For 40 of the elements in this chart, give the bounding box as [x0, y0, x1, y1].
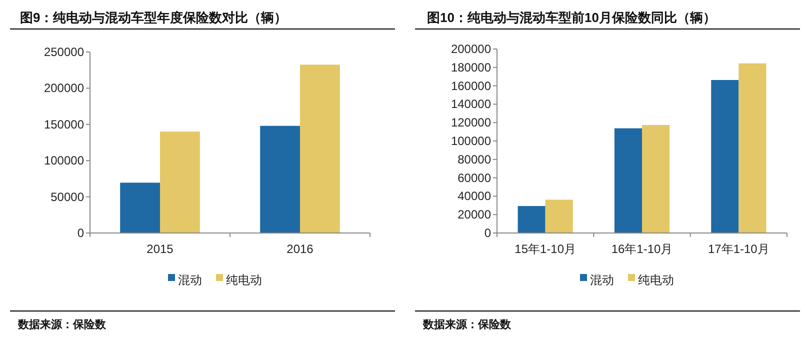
y-tick-label: 50000 [50, 190, 84, 204]
y-tick-label: 250000 [44, 45, 84, 59]
chart-title: 图10：纯电动与混动车型前10月保险数同比（辆） [427, 10, 716, 25]
bar [711, 80, 739, 233]
bar [738, 63, 766, 233]
bar [642, 124, 670, 233]
bar [160, 132, 200, 233]
legend-label: 混动 [590, 273, 614, 288]
y-tick-label: 200000 [44, 81, 84, 96]
y-tick-label: 150000 [44, 117, 84, 132]
source-note: 数据来源：保险数 [422, 318, 512, 331]
x-tick-label: 15年1-10月 [514, 242, 576, 256]
chart-title: 图9：纯电动与混动车型年度保险数对比（辆） [20, 10, 288, 25]
y-tick-label: 140000 [450, 97, 492, 112]
x-tick-label: 2015 [146, 242, 174, 256]
legend-label: 纯电动 [226, 273, 262, 288]
y-tick-label: 0 [77, 226, 84, 240]
x-tick-label: 16年1-10月 [611, 242, 673, 256]
bar [300, 64, 340, 233]
y-tick-label: 200000 [450, 42, 492, 56]
source-note: 数据来源：保险数 [17, 318, 107, 331]
y-tick-label: 20000 [458, 208, 492, 222]
y-tick-label: 160000 [450, 78, 492, 93]
y-tick-label: 100000 [450, 134, 492, 148]
bar [614, 128, 642, 233]
bar [260, 126, 300, 233]
y-tick-label: 120000 [450, 116, 492, 130]
y-tick-label: 40000 [458, 189, 492, 204]
y-tick-label: 0 [484, 226, 492, 240]
x-tick-label: 2016 [286, 242, 314, 256]
x-tick-label: 17年1-10月 [708, 242, 770, 256]
y-tick-label: 60000 [458, 170, 492, 185]
bar [518, 206, 546, 233]
bar [120, 182, 160, 233]
y-tick-label: 180000 [450, 60, 492, 74]
legend-label: 纯电动 [638, 273, 674, 288]
legend-label: 混动 [178, 273, 202, 288]
bar [545, 200, 573, 233]
y-tick-label: 100000 [44, 154, 84, 168]
y-tick-label: 80000 [458, 152, 492, 166]
